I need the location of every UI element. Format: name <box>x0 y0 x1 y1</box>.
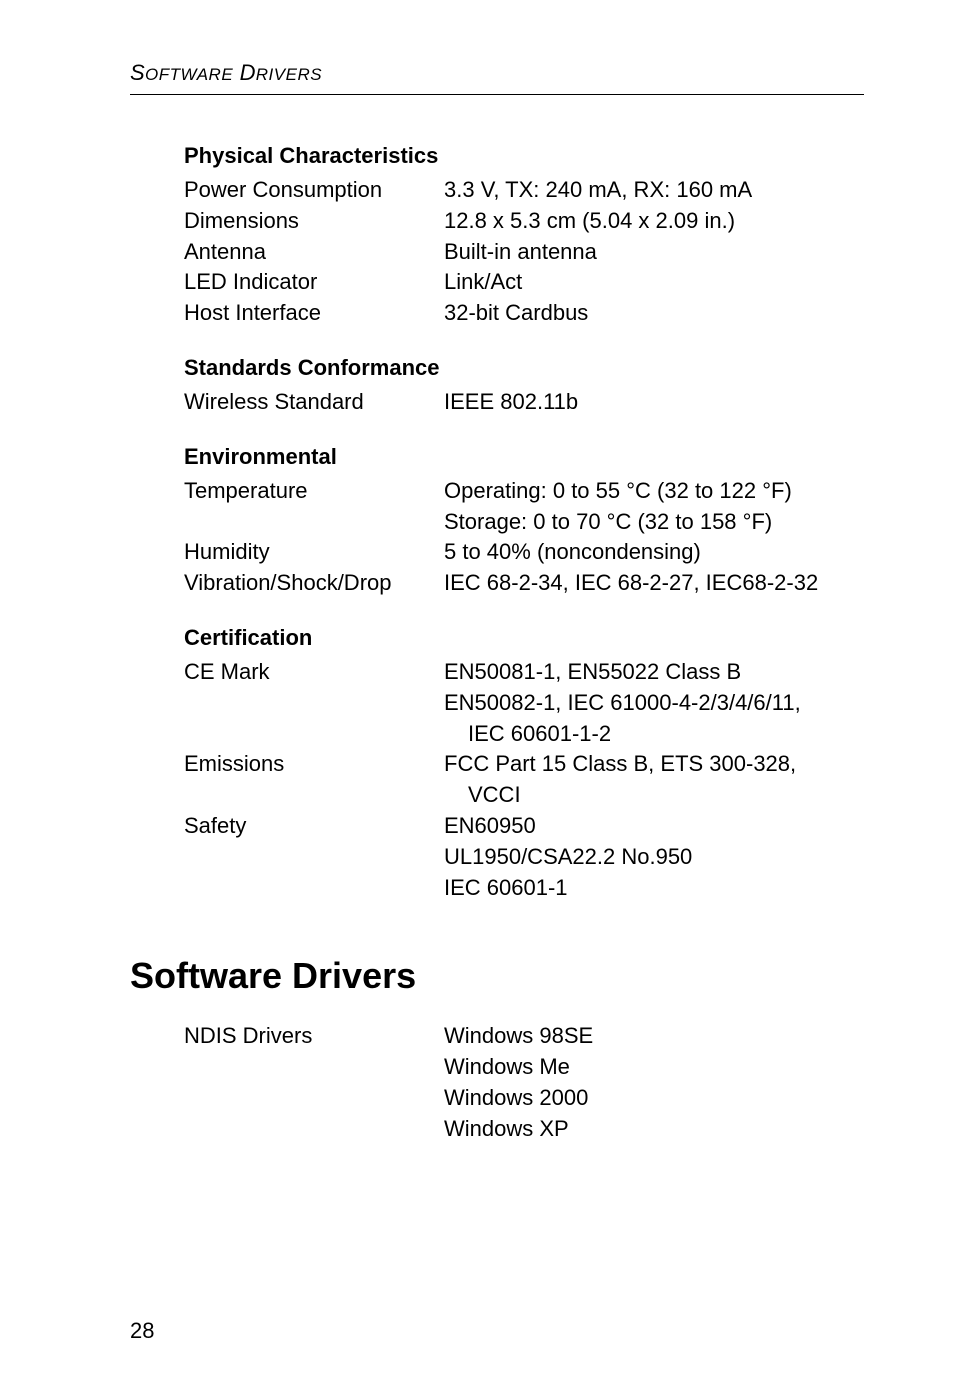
value-host: 32-bit Cardbus <box>444 298 864 329</box>
running-head-big1: S <box>130 60 145 85</box>
label-temp: Temperature <box>184 476 444 538</box>
head-rule <box>130 94 864 95</box>
value-ws: IEEE 802.11b <box>444 387 864 418</box>
row-vib: Vibration/Shock/Drop IEC 68-2-34, IEC 68… <box>130 568 864 599</box>
value-ndis: Windows 98SE Windows Me Windows 2000 Win… <box>444 1021 864 1144</box>
value-temp-op: Operating: 0 to 55 °C (32 to 122 °F) <box>444 478 792 503</box>
value-ce3: IEC 60601-1-2 <box>444 719 864 750</box>
row-dim: Dimensions 12.8 x 5.3 cm (5.04 x 2.09 in… <box>130 206 864 237</box>
row-host: Host Interface 32-bit Cardbus <box>130 298 864 329</box>
value-emi: FCC Part 15 Class B, ETS 300-328, VCCI <box>444 749 864 811</box>
std-heading: Standards Conformance <box>130 355 864 381</box>
label-ndis: NDIS Drivers <box>184 1021 444 1144</box>
phys-heading: Physical Characteristics <box>130 143 864 169</box>
row-emi: Emissions FCC Part 15 Class B, ETS 300-3… <box>130 749 864 811</box>
row-led: LED Indicator Link/Act <box>130 267 864 298</box>
value-power: 3.3 V, TX: 240 mA, RX: 160 mA <box>444 175 864 206</box>
value-ndis2: Windows Me <box>444 1054 570 1079</box>
value-temp-st: Storage: 0 to 70 °C (32 to 158 °F) <box>444 509 772 534</box>
value-hum: 5 to 40% (noncondensing) <box>444 537 864 568</box>
running-head-big2: D <box>233 60 256 85</box>
label-led: LED Indicator <box>184 267 444 298</box>
value-temp: Operating: 0 to 55 °C (32 to 122 °F) Sto… <box>444 476 864 538</box>
value-safety3: IEC 60601-1 <box>444 875 568 900</box>
value-ndis4: Windows XP <box>444 1116 569 1141</box>
row-hum: Humidity 5 to 40% (noncondensing) <box>130 537 864 568</box>
label-power: Power Consumption <box>184 175 444 206</box>
drivers-heading: Software Drivers <box>130 955 864 997</box>
running-head-small1: OFTWARE <box>145 65 233 84</box>
running-head: SOFTWARE DRIVERS <box>130 60 864 86</box>
label-emi: Emissions <box>184 749 444 811</box>
label-hum: Humidity <box>184 537 444 568</box>
page-container: SOFTWARE DRIVERS Physical Characteristic… <box>0 0 954 1388</box>
label-host: Host Interface <box>184 298 444 329</box>
value-emi1: FCC Part 15 Class B, ETS 300-328, <box>444 751 796 776</box>
value-ce: EN50081-1, EN55022 Class B EN50082-1, IE… <box>444 657 864 749</box>
row-temp: Temperature Operating: 0 to 55 °C (32 to… <box>130 476 864 538</box>
value-vib: IEC 68-2-34, IEC 68-2-27, IEC68-2-32 <box>444 568 864 599</box>
row-ndis: NDIS Drivers Windows 98SE Windows Me Win… <box>130 1021 864 1144</box>
row-ws: Wireless Standard IEEE 802.11b <box>130 387 864 418</box>
value-antenna: Built-in antenna <box>444 237 864 268</box>
value-ce2: EN50082-1, IEC 61000-4-2/3/4/6/11, <box>444 690 801 715</box>
env-heading: Environmental <box>130 444 864 470</box>
value-dim: 12.8 x 5.3 cm (5.04 x 2.09 in.) <box>444 206 864 237</box>
value-safety: EN60950 UL1950/CSA22.2 No.950 IEC 60601-… <box>444 811 864 903</box>
cert-heading: Certification <box>130 625 864 651</box>
row-safety: Safety EN60950 UL1950/CSA22.2 No.950 IEC… <box>130 811 864 903</box>
label-ce: CE Mark <box>184 657 444 749</box>
row-antenna: Antenna Built-in antenna <box>130 237 864 268</box>
value-ndis3: Windows 2000 <box>444 1085 588 1110</box>
label-dim: Dimensions <box>184 206 444 237</box>
row-power: Power Consumption 3.3 V, TX: 240 mA, RX:… <box>130 175 864 206</box>
label-ws: Wireless Standard <box>184 387 444 418</box>
value-ndis1: Windows 98SE <box>444 1023 593 1048</box>
value-ce1: EN50081-1, EN55022 Class B <box>444 659 741 684</box>
value-led: Link/Act <box>444 267 864 298</box>
page-number: 28 <box>130 1318 154 1344</box>
value-safety2: UL1950/CSA22.2 No.950 <box>444 844 692 869</box>
row-ce: CE Mark EN50081-1, EN55022 Class B EN500… <box>130 657 864 749</box>
value-safety1: EN60950 <box>444 813 536 838</box>
label-vib: Vibration/Shock/Drop <box>184 568 444 599</box>
label-safety: Safety <box>184 811 444 903</box>
running-head-small2: RIVERS <box>256 65 322 84</box>
label-antenna: Antenna <box>184 237 444 268</box>
value-emi2: VCCI <box>444 780 864 811</box>
